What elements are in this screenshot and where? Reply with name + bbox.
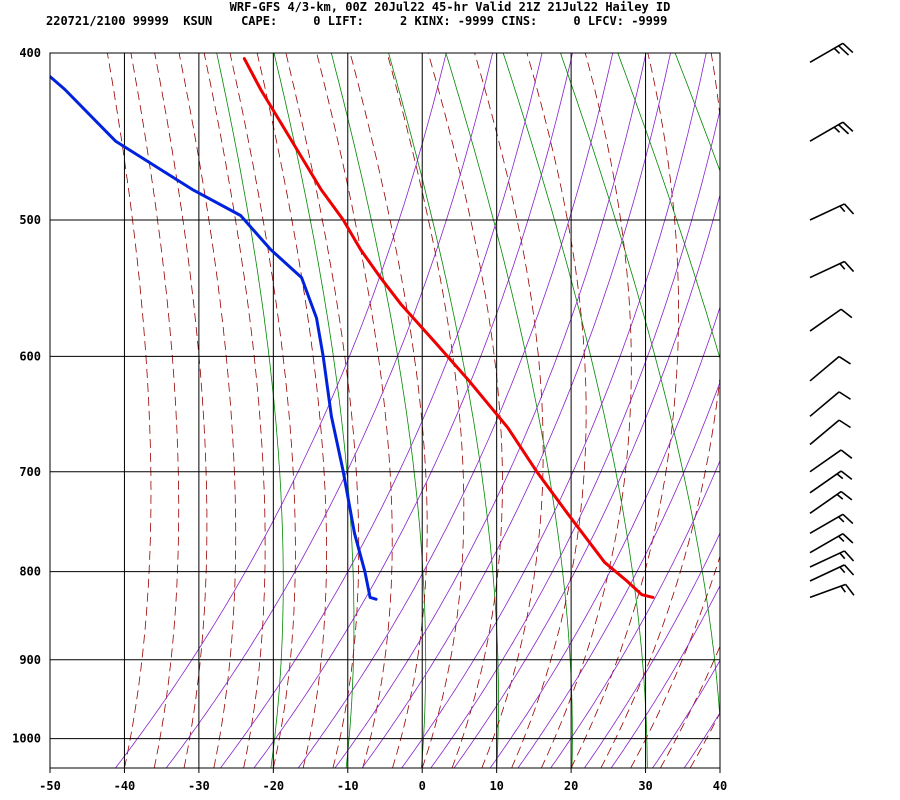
moist-adiabat [474, 53, 544, 768]
wind-barb [809, 419, 851, 446]
mixing-ratio-line [220, 53, 543, 768]
wind-barb [809, 470, 853, 494]
mixing-ratio-line [610, 584, 720, 768]
mixing-ratio-line [517, 380, 720, 768]
dry-adiabat [502, 53, 648, 768]
moist-adiabat [130, 53, 180, 768]
moist-adiabat [511, 53, 587, 768]
moist-adiabat [660, 645, 720, 768]
y-tick-label: 600 [19, 349, 41, 363]
y-tick-label: 800 [19, 565, 41, 579]
y-tick-label: 700 [19, 465, 41, 479]
wind-barb [809, 550, 855, 568]
wind-barb [809, 355, 851, 382]
x-tick-label: -50 [39, 779, 61, 793]
moist-adiabat [570, 53, 679, 768]
y-tick-labels: 400 500 600 700 800 900 1000 [12, 46, 41, 746]
mixing-ratio-line [361, 53, 671, 768]
y-tick-label: 400 [19, 46, 41, 60]
moist-adiabat [540, 53, 632, 768]
mixing-ratio-line [683, 712, 720, 768]
wind-barb [809, 203, 855, 221]
x-tick-label: 40 [713, 779, 727, 793]
x-tick-label: 30 [638, 779, 652, 793]
dry-adiabat [216, 53, 284, 768]
wind-barbs [809, 42, 855, 599]
dry-adiabat [388, 53, 499, 768]
wind-barb [809, 583, 855, 599]
wind-barb [809, 391, 851, 417]
mixing-ratio-line [489, 305, 720, 768]
moist-adiabat [229, 53, 296, 768]
plot-frame [49, 52, 721, 769]
moist-adiabat [630, 554, 720, 768]
mixing-ratio-line [334, 53, 647, 768]
y-tick-label: 900 [19, 653, 41, 667]
station-info: 220721/2100 99999 KSUN CAPE: 0 LIFT: 2 K… [46, 14, 668, 28]
x-tick-label: 20 [564, 779, 578, 793]
mixing-ratio-line [430, 108, 720, 768]
mixing-ratio-line [297, 53, 614, 768]
mixing-ratio-line [453, 193, 720, 768]
dry-adiabat [273, 53, 355, 768]
plot-border [49, 52, 721, 769]
x-tick-label: 10 [489, 779, 503, 793]
moist-adiabat [750, 53, 900, 768]
wind-barb [809, 564, 855, 582]
mixing-ratio-line [652, 659, 720, 768]
dry-adiabat [445, 53, 573, 768]
moist-adiabat [689, 712, 720, 768]
y-tick-label: 1000 [12, 732, 41, 746]
wind-barb [809, 513, 854, 534]
moist-adiabat [154, 53, 208, 768]
x-tick-label: -20 [262, 779, 284, 793]
x-tick-labels: -50 -40 -30 -20 -10 0 10 20 30 40 [39, 768, 727, 793]
mixing-ratio-line [401, 53, 707, 768]
x-tick-label: 0 [419, 779, 426, 793]
x-tick-label: -30 [188, 779, 210, 793]
chart-title: WRF-GFS 4/3-km, 00Z 20Jul22 45-hr Valid … [229, 0, 671, 14]
dry-adiabat [790, 53, 900, 768]
x-tick-label: -40 [114, 779, 136, 793]
moist-adiabat [256, 53, 327, 768]
dry-adiabat [674, 53, 720, 173]
wind-barb [809, 449, 853, 473]
sounding-profiles [50, 57, 655, 601]
wind-barb [809, 490, 853, 514]
dry-adiabat [617, 53, 720, 360]
moist-adiabat [349, 53, 428, 768]
wind-barb [809, 260, 855, 279]
moist-adiabat [107, 53, 152, 768]
mixing-ratio-line [550, 459, 720, 768]
dry-adiabat [560, 53, 720, 725]
dry-adiabat [847, 53, 900, 768]
wind-barb [809, 308, 853, 332]
temperature-profile [242, 57, 655, 599]
x-tick-label: -10 [337, 779, 359, 793]
mixing-ratio-line [165, 53, 493, 768]
mixing-ratio-line [115, 53, 447, 768]
wind-barb [809, 121, 854, 142]
wind-barb [809, 533, 854, 554]
wind-barb [809, 42, 854, 63]
moist-adiabat [178, 53, 237, 768]
moist-adiabat [386, 53, 465, 768]
moist-adiabat [600, 53, 720, 768]
background-lines [107, 53, 900, 768]
y-tick-label: 500 [19, 213, 41, 227]
mixing-ratio-line [584, 532, 720, 768]
moist-adiabat [427, 53, 503, 768]
moist-adiabat [203, 53, 266, 768]
moist-adiabat [719, 767, 720, 768]
dewpoint-profile [50, 74, 378, 601]
dry-adiabat [330, 53, 427, 768]
mixing-ratio-line [253, 53, 573, 768]
